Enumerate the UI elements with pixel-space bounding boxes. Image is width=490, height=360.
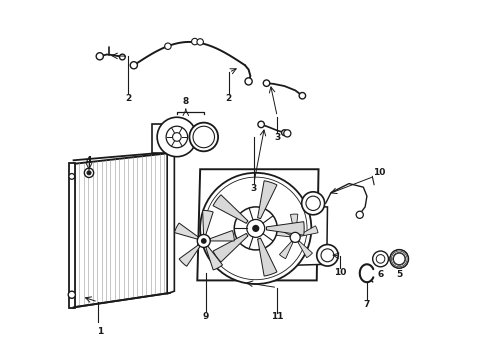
Polygon shape bbox=[272, 228, 290, 237]
Circle shape bbox=[252, 225, 259, 232]
Text: 6: 6 bbox=[377, 270, 384, 279]
Circle shape bbox=[68, 291, 75, 298]
Polygon shape bbox=[206, 246, 222, 270]
Circle shape bbox=[258, 121, 265, 128]
Polygon shape bbox=[174, 223, 198, 239]
Polygon shape bbox=[266, 207, 327, 266]
Polygon shape bbox=[291, 214, 298, 232]
Circle shape bbox=[245, 78, 252, 85]
Circle shape bbox=[393, 253, 405, 265]
Circle shape bbox=[190, 123, 218, 151]
Circle shape bbox=[192, 39, 198, 45]
Text: 8: 8 bbox=[183, 96, 189, 105]
Circle shape bbox=[247, 220, 265, 237]
Circle shape bbox=[130, 62, 137, 69]
Circle shape bbox=[284, 130, 291, 137]
Text: 10: 10 bbox=[373, 168, 386, 177]
Circle shape bbox=[356, 211, 364, 219]
Text: 2: 2 bbox=[125, 94, 132, 103]
Polygon shape bbox=[267, 222, 304, 235]
Text: 11: 11 bbox=[271, 312, 284, 321]
Circle shape bbox=[166, 126, 188, 148]
Text: 2: 2 bbox=[226, 94, 232, 103]
Circle shape bbox=[373, 251, 389, 267]
Text: 9: 9 bbox=[202, 312, 209, 321]
Polygon shape bbox=[213, 195, 248, 223]
Circle shape bbox=[204, 177, 307, 280]
Circle shape bbox=[84, 168, 94, 177]
Text: 5: 5 bbox=[396, 270, 402, 279]
Circle shape bbox=[299, 93, 306, 99]
Bar bbox=[152, 125, 170, 153]
Circle shape bbox=[201, 238, 207, 244]
Circle shape bbox=[234, 207, 277, 250]
Circle shape bbox=[197, 39, 203, 45]
Polygon shape bbox=[74, 153, 170, 307]
Text: 3: 3 bbox=[251, 184, 257, 193]
Polygon shape bbox=[298, 241, 313, 258]
Polygon shape bbox=[258, 181, 277, 219]
Polygon shape bbox=[300, 226, 318, 236]
Circle shape bbox=[376, 255, 385, 263]
Circle shape bbox=[290, 232, 300, 242]
Polygon shape bbox=[279, 241, 293, 258]
Polygon shape bbox=[213, 233, 248, 262]
Polygon shape bbox=[167, 151, 174, 294]
Text: 10: 10 bbox=[334, 268, 346, 277]
Text: 7: 7 bbox=[364, 300, 370, 309]
Polygon shape bbox=[69, 163, 74, 308]
Circle shape bbox=[317, 244, 338, 266]
Circle shape bbox=[200, 173, 311, 284]
Circle shape bbox=[321, 249, 334, 262]
Circle shape bbox=[87, 171, 91, 175]
Polygon shape bbox=[258, 238, 277, 276]
Text: 1: 1 bbox=[97, 327, 103, 336]
Circle shape bbox=[96, 53, 103, 60]
Circle shape bbox=[172, 133, 181, 141]
Circle shape bbox=[165, 43, 171, 49]
Text: 4: 4 bbox=[86, 156, 92, 165]
Polygon shape bbox=[179, 245, 200, 266]
Circle shape bbox=[69, 174, 74, 179]
Polygon shape bbox=[210, 230, 234, 241]
Circle shape bbox=[282, 130, 287, 135]
Circle shape bbox=[197, 234, 210, 247]
Polygon shape bbox=[197, 169, 318, 280]
Circle shape bbox=[390, 249, 409, 268]
Bar bbox=[310, 201, 316, 205]
Circle shape bbox=[120, 54, 125, 60]
Circle shape bbox=[263, 80, 270, 86]
Circle shape bbox=[193, 126, 215, 148]
Polygon shape bbox=[203, 211, 213, 235]
Circle shape bbox=[157, 117, 196, 157]
Circle shape bbox=[306, 196, 320, 211]
Bar bbox=[324, 253, 330, 257]
Circle shape bbox=[302, 192, 324, 215]
Text: 3: 3 bbox=[274, 133, 280, 142]
